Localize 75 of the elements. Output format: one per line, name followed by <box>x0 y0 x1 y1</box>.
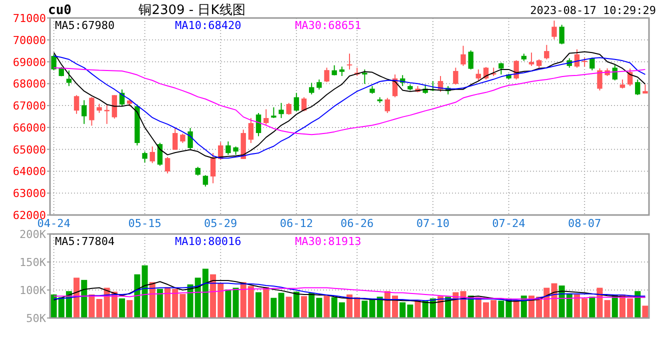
candlestick <box>498 62 504 75</box>
text: MA10:68420 <box>175 19 242 32</box>
candlestick <box>172 127 178 150</box>
candlestick <box>89 96 94 126</box>
y-tick-label: 69000 <box>12 56 46 69</box>
candlestick <box>96 103 102 114</box>
candlestick <box>332 64 337 76</box>
candlestick <box>460 45 466 66</box>
y-tick-label: 63000 <box>12 187 46 200</box>
series-label: MA5:67980 <box>55 19 115 32</box>
candlestick <box>142 151 148 163</box>
candlestick <box>263 108 269 126</box>
candlestick <box>248 118 254 144</box>
candlestick <box>635 79 640 96</box>
candlestick <box>286 102 292 116</box>
text: MA30:81913 <box>295 235 362 248</box>
chart-subtitle: cu0 <box>48 3 72 18</box>
y-tick-label: 67000 <box>12 100 46 113</box>
candlestick <box>476 68 481 81</box>
candlestick <box>339 66 345 77</box>
candlestick <box>180 133 186 144</box>
candlestick <box>552 20 557 40</box>
y-tick-label: 71000 <box>12 12 46 25</box>
candlestick <box>51 54 56 71</box>
text: MA30:68651 <box>295 19 362 32</box>
y-tick-label: 65000 <box>12 143 46 156</box>
text: 2023-08-17 10:29:29 <box>530 4 656 17</box>
candlestick <box>453 67 458 86</box>
x-tick-label: 08-07 <box>568 217 602 230</box>
candlestick <box>301 96 307 112</box>
y-tick-label: 200K <box>20 228 46 241</box>
y-tick-label: 64000 <box>12 165 46 178</box>
candlestick <box>294 92 300 112</box>
y-tick-label: 68000 <box>12 78 46 91</box>
candlestick <box>188 127 193 150</box>
chart-title: 铜2309 - 日K线图 <box>138 3 246 18</box>
candlestick <box>150 146 155 164</box>
x-tick-label: 06-12 <box>280 217 313 230</box>
y-tick-label: 66000 <box>12 121 46 134</box>
text: MA5:77804 <box>55 235 115 248</box>
candlestick <box>308 82 314 95</box>
candlestick <box>278 102 284 119</box>
candlestick <box>226 140 231 156</box>
candlestick <box>597 68 602 91</box>
y-tick-label: 70000 <box>12 34 46 47</box>
candlestick <box>74 94 80 114</box>
candlestick <box>544 44 550 60</box>
candlestick <box>346 53 352 70</box>
candlestick <box>590 57 595 71</box>
candlestick <box>528 52 534 66</box>
candlestick <box>468 50 474 70</box>
candlestick <box>559 24 564 45</box>
line-series <box>53 67 646 136</box>
x-tick-label: 06-26 <box>340 217 374 230</box>
y-tick-label: 100K <box>20 284 46 297</box>
candlestick <box>271 106 276 119</box>
x-tick-label: 07-10 <box>416 217 450 230</box>
x-tick-label: 07-24 <box>492 217 526 230</box>
candlestick <box>362 68 368 84</box>
line-series <box>53 287 646 300</box>
y-tick-label: 150K <box>20 256 46 269</box>
candlestick <box>82 100 87 124</box>
x-tick-label: 05-29 <box>204 217 238 230</box>
x-tick-label: 05-15 <box>128 217 162 230</box>
candlestick <box>210 152 216 184</box>
y-tick-label: 50K <box>26 312 46 325</box>
candlestick <box>324 67 330 83</box>
candlestick <box>384 97 390 114</box>
candlestick <box>256 112 262 137</box>
candlestick <box>66 70 72 87</box>
candlestick <box>112 94 118 120</box>
candlestick <box>164 156 170 174</box>
candlestick <box>316 79 322 90</box>
text: MA10:80016 <box>175 235 242 248</box>
candlestick <box>202 174 208 188</box>
